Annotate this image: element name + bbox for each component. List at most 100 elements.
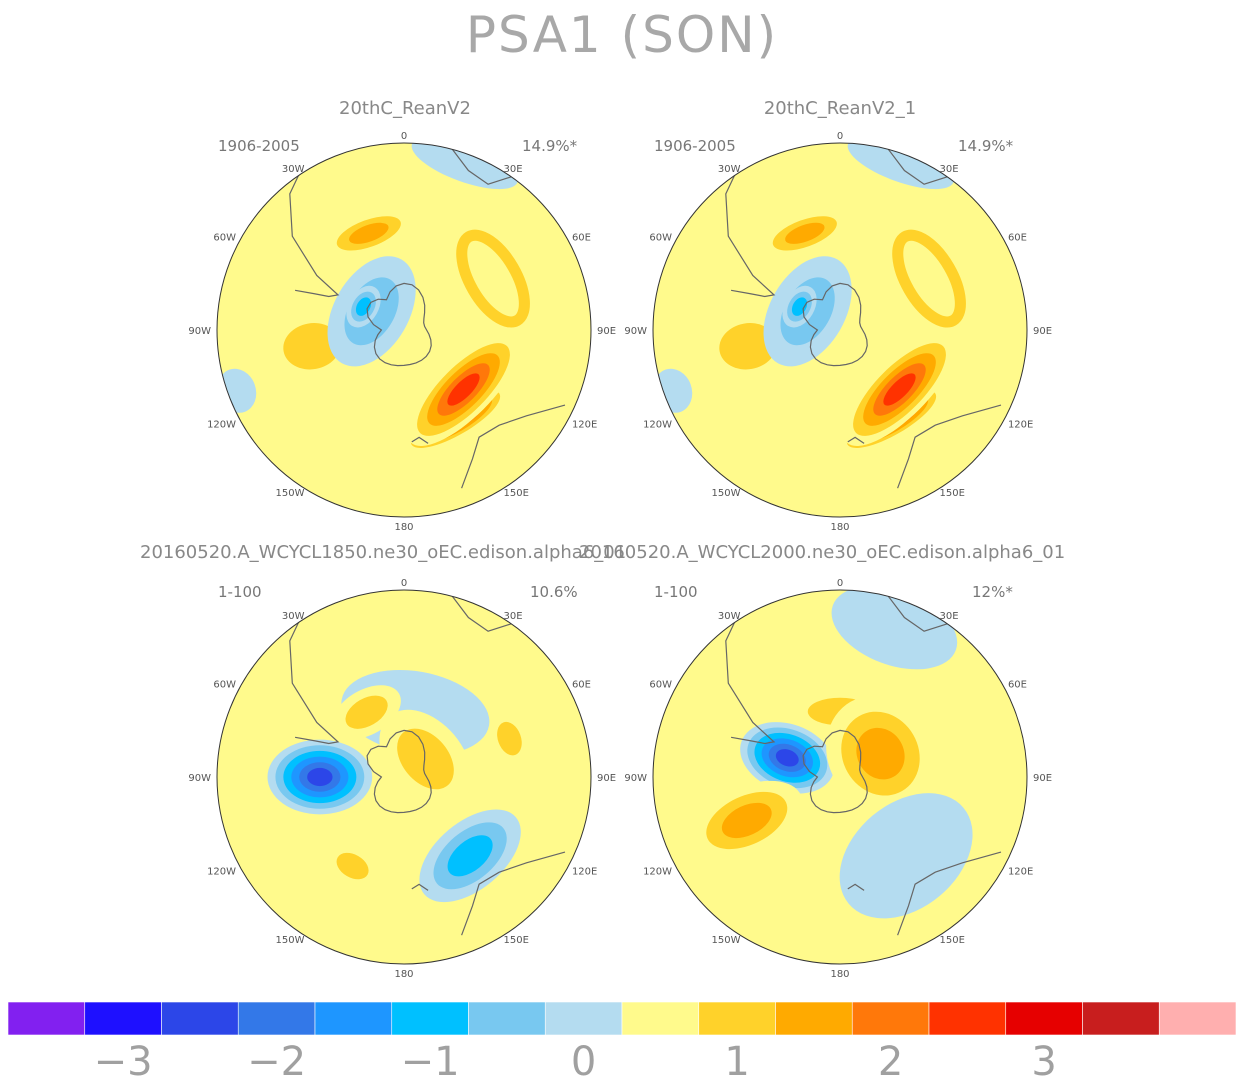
colorbar-tick-2: −2 — [247, 1039, 306, 1082]
lon-label-0: 0 — [837, 131, 843, 142]
contour-band — [721, 802, 772, 839]
map-panels: 0 30E 60E 90E 120E 150E 180 150W 120W 90W 60W 30W 0 3… — [188, 131, 1052, 980]
lon-label-0: 0 — [401, 578, 407, 589]
map-border — [652, 589, 1028, 965]
colorbar-swatch-15 — [1082, 1001, 1160, 1036]
contour-band — [839, 793, 973, 919]
colorbar-tick-5: 1 — [724, 1039, 749, 1082]
lon-label-90E: 90E — [1033, 773, 1052, 784]
anomaly-center-5 — [839, 793, 973, 919]
colorbar-swatch-10 — [698, 1001, 776, 1036]
australia-coastline — [461, 404, 566, 489]
panel-variance-4: 12%* — [972, 583, 1013, 601]
lon-label-60W: 60W — [213, 680, 236, 691]
anomaly-center-2 — [690, 780, 803, 861]
colorbar-swatch-11 — [775, 1001, 853, 1036]
anomaly-center-7 — [346, 285, 381, 328]
new-zealand-coastline — [411, 883, 429, 891]
lon-label-60E: 60E — [1008, 233, 1027, 244]
map-panel-2: 0 30E 60E 90E 120E 150E 180 150W 120W 90W 60W 30W — [624, 131, 1052, 533]
panel-period-3: 1-100 — [218, 583, 262, 601]
panel-period-2: 1906-2005 — [654, 137, 736, 155]
colorbar-tick-4: 0 — [571, 1039, 596, 1082]
antarctica-coastline — [802, 729, 868, 814]
lon-label-120E: 120E — [572, 867, 597, 878]
anomaly-center-2 — [419, 809, 521, 903]
anomaly-center-4 — [826, 695, 935, 812]
lon-label-90W: 90W — [188, 326, 211, 337]
lon-label-180: 180 — [394, 969, 413, 980]
contour-band — [433, 199, 553, 359]
africa-coastline — [887, 596, 948, 632]
panel-title-2: 20thC_ReanV2_1 — [763, 98, 917, 119]
figure-title: PSA1 (SON) — [465, 6, 779, 64]
contour-band — [856, 727, 905, 780]
colorbar-swatch-5 — [314, 1001, 393, 1036]
lon-label-0: 0 — [837, 578, 843, 589]
lon-label-150W: 150W — [276, 488, 305, 499]
anomaly-center-6 — [326, 844, 379, 888]
lon-label-120E: 120E — [572, 420, 597, 431]
lon-label-150W: 150W — [276, 935, 305, 946]
antarctica-coastline — [366, 729, 432, 814]
colorbar-swatch-14 — [1005, 1001, 1083, 1036]
panel-variance-2: 14.9%* — [958, 137, 1014, 155]
contour-band — [283, 323, 341, 370]
anomaly-center-1 — [267, 739, 373, 815]
lon-label-120W: 120W — [643, 867, 672, 878]
colorbar-tick-6: 2 — [878, 1039, 903, 1082]
colorbar-swatch-8 — [544, 1001, 623, 1036]
contour-band — [345, 695, 388, 729]
anomaly-center-3 — [843, 333, 956, 446]
anomaly-center-8 — [411, 143, 518, 190]
south-america-coastline — [725, 606, 776, 745]
lon-label-120E: 120E — [1008, 867, 1033, 878]
lon-label-0: 0 — [401, 131, 407, 142]
lon-label-60W: 60W — [213, 233, 236, 244]
anomaly-center-1 — [433, 199, 553, 359]
contour-band — [411, 143, 518, 190]
contour-band — [456, 229, 530, 328]
lon-label-150E: 150E — [940, 488, 965, 499]
lon-label-30W: 30W — [282, 164, 305, 175]
new-zealand-coastline — [847, 883, 865, 891]
lon-label-60E: 60E — [572, 233, 591, 244]
colorbar-swatch-9 — [621, 1001, 700, 1036]
south-america-coastline — [289, 606, 340, 745]
map-panel-4: 0 30E 60E 90E 120E 150E 180 150W 120W 90W 60W 30W — [624, 578, 1052, 980]
lon-label-60W: 60W — [649, 233, 672, 244]
contour-band — [336, 852, 369, 880]
lon-label-120E: 120E — [1008, 420, 1033, 431]
contour-band — [883, 373, 916, 406]
lon-label-60E: 60E — [572, 680, 591, 691]
map-border — [216, 142, 592, 518]
contour-band — [397, 728, 454, 790]
colorbar-tick-1: −3 — [94, 1039, 153, 1082]
anomaly-center-1 — [740, 722, 835, 794]
contour-band — [869, 199, 989, 359]
colorbar: −3 −2 −1 0 1 2 3 — [7, 1001, 1237, 1082]
colorbar-swatch-4 — [237, 1001, 316, 1036]
colorbar-swatch-1 — [7, 1001, 86, 1036]
map-border — [216, 589, 592, 965]
panel-title-3: 20160520.A_WCYCL1850.ne30_oEC.edison.alp… — [140, 542, 627, 563]
new-zealand-coastline — [847, 436, 865, 444]
colorbar-swatch-7 — [468, 1001, 546, 1036]
lon-label-90W: 90W — [188, 773, 211, 784]
contour-band — [847, 143, 954, 190]
lon-label-180: 180 — [830, 969, 849, 980]
lon-label-90W: 90W — [624, 773, 647, 784]
lon-label-30W: 30W — [282, 611, 305, 622]
lon-label-150E: 150E — [504, 488, 529, 499]
australia-coastline — [897, 404, 1002, 489]
colorbar-swatch-16 — [1158, 1001, 1237, 1036]
africa-coastline — [451, 596, 512, 632]
lon-label-150W: 150W — [712, 935, 741, 946]
contour-band — [719, 323, 777, 370]
anomaly-center-1 — [869, 199, 989, 359]
contour-band — [775, 749, 799, 767]
contour-band — [892, 229, 966, 328]
africa-coastline — [451, 149, 512, 185]
lon-label-120W: 120W — [207, 867, 236, 878]
map-panel-3: 0 30E 60E 90E 120E 150E 180 150W 120W 90W 60W 30W — [188, 578, 616, 980]
